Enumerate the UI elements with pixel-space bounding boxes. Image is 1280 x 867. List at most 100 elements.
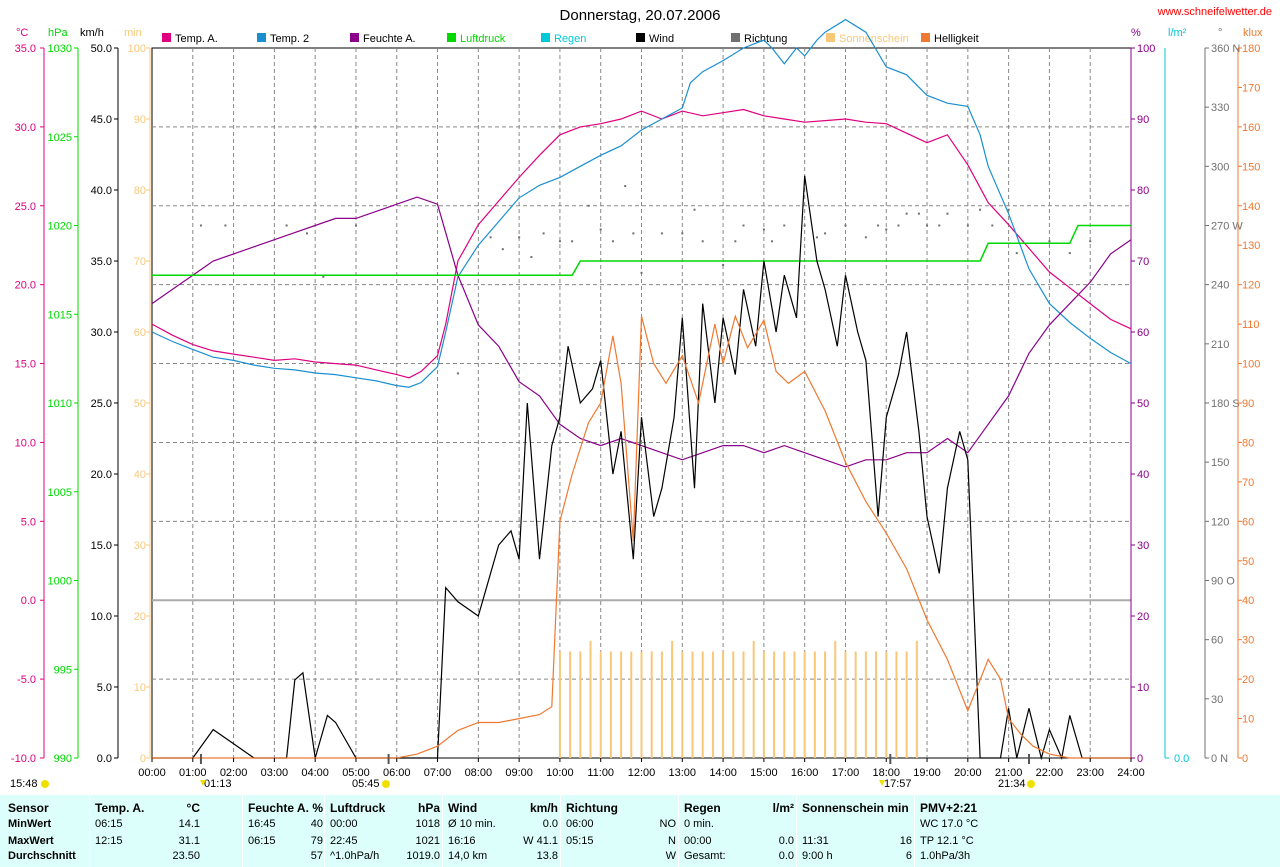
direction-dot bbox=[926, 224, 929, 227]
direction-dot bbox=[864, 236, 867, 239]
column-separator bbox=[914, 795, 915, 867]
source-url: www.schneifelwetter.de bbox=[1157, 6, 1272, 18]
legend-label: Feuchte A. bbox=[363, 33, 416, 45]
legend-swatch bbox=[636, 33, 645, 42]
stat-cell-label: 06:00 bbox=[566, 818, 594, 830]
stat-cell-label: 16:16 bbox=[448, 835, 476, 847]
column-separator bbox=[442, 795, 443, 867]
x-tick-label: 06:00 bbox=[383, 767, 411, 779]
stat-column-title: Feuchte A. bbox=[248, 801, 309, 815]
x-tick-label: 08:00 bbox=[465, 767, 493, 779]
direction-dot bbox=[587, 204, 590, 207]
direction-dot bbox=[530, 256, 533, 259]
direction-dot bbox=[640, 271, 643, 274]
x-axis: 00:00 01:00 02:00 03:00 04:00 05:00 06:00 07:00… bbox=[138, 754, 1145, 779]
x-tick-label: 15:00 bbox=[750, 767, 778, 779]
stat-cell-label: Gesamt: bbox=[684, 850, 726, 862]
series-line-1 bbox=[151, 18, 1132, 388]
x-tick-label: 12:00 bbox=[628, 767, 656, 779]
stat-column-title: Temp. A. bbox=[95, 801, 145, 815]
humidity-tick-label: 80 bbox=[1137, 185, 1149, 197]
statistics-panel: Sensor MinWert MaxWert Durchschnitt Temp… bbox=[0, 795, 1280, 867]
direction-dot bbox=[966, 224, 969, 227]
pressure-tick-label: 1025 bbox=[48, 132, 72, 144]
direction-tick-label: 30 bbox=[1211, 694, 1223, 706]
dawn-arrow-icon bbox=[200, 780, 206, 786]
left-sun-icon bbox=[41, 780, 49, 788]
light-tick-label: 30 bbox=[1242, 635, 1254, 647]
unit-labels: °C hPa km/h min % l/m² ° klux bbox=[16, 27, 1263, 39]
direction-tick-label: 150 bbox=[1211, 457, 1229, 469]
sun-tick-label: 80 bbox=[134, 185, 146, 197]
stat-cell-value: NO bbox=[659, 818, 677, 830]
rain-unit: l/m² bbox=[1168, 27, 1187, 39]
direction-dot bbox=[1089, 240, 1092, 243]
x-tick-label: 21:00 bbox=[995, 767, 1023, 779]
stat-cell-value: 1018 bbox=[415, 818, 440, 830]
stat-cell-value: 79 bbox=[310, 835, 323, 847]
direction-dot bbox=[199, 224, 202, 227]
pressure-tick-label: 1010 bbox=[48, 398, 72, 410]
pressure-tick-label: 1030 bbox=[48, 43, 72, 55]
stat-column-title: PMV+2:21 bbox=[920, 801, 978, 815]
column-separator bbox=[796, 795, 797, 867]
legend: Temp. A. Temp. 2 Feuchte A. Luftdruck Regen W… bbox=[162, 33, 979, 45]
stat-cell-value: W 41.1 bbox=[523, 835, 558, 847]
axes: 35.0 30.0 25.0 20.0 15.0 10.0 5.0 0.0 -5.0 -10.0 1… bbox=[11, 43, 1260, 765]
x-tick-label: 13:00 bbox=[669, 767, 697, 779]
x-tick-label: 02:00 bbox=[220, 767, 248, 779]
temp-unit: °C bbox=[16, 27, 28, 39]
direction-dot bbox=[844, 224, 847, 227]
humidity-tick-label: 10 bbox=[1137, 682, 1149, 694]
direction-tick-label: 240 bbox=[1211, 280, 1229, 292]
stat-column-title: Wind bbox=[448, 801, 478, 815]
direction-unit: ° bbox=[1218, 27, 1222, 39]
direction-tick-label: 210 bbox=[1211, 339, 1229, 351]
stat-column-unit: l/m² bbox=[772, 801, 794, 815]
stat-column: Regen l/m² 0 min. 00:00 0.0 Gesamt: 0.0 bbox=[684, 795, 794, 867]
direction-dot bbox=[1007, 208, 1010, 211]
wind-tick-label: 5.0 bbox=[97, 682, 112, 694]
stat-cell-label: 9:00 h bbox=[802, 850, 833, 862]
legend-swatch bbox=[350, 33, 359, 42]
stat-cell-value: 0.0 bbox=[542, 818, 558, 830]
light-tick-label: 0 bbox=[1242, 753, 1248, 765]
light-tick-label: 40 bbox=[1242, 595, 1254, 607]
pressure-tick-label: 1015 bbox=[48, 309, 72, 321]
temp-tick-label: 15.0 bbox=[15, 359, 36, 371]
light-tick-label: 100 bbox=[1242, 359, 1260, 371]
stat-cell-value: 14.1 bbox=[178, 818, 200, 830]
direction-dot bbox=[734, 240, 737, 243]
direction-tick-label: 120 bbox=[1211, 516, 1229, 528]
temp-tick-label: 30.0 bbox=[15, 122, 36, 134]
direction-dot bbox=[762, 228, 765, 231]
x-tick-label: 18:00 bbox=[872, 767, 900, 779]
stat-column-unit: % bbox=[312, 801, 323, 815]
light-tick-label: 110 bbox=[1242, 319, 1260, 331]
sun-tick-label: 90 bbox=[134, 114, 146, 126]
stat-cell-label: 11:31 bbox=[802, 835, 829, 847]
pressure-unit: hPa bbox=[48, 27, 68, 39]
direction-dot bbox=[624, 185, 627, 188]
humidity-tick-label: 0 bbox=[1137, 753, 1143, 765]
direction-tick-label: 0 N bbox=[1211, 753, 1228, 765]
direction-dot bbox=[571, 240, 574, 243]
pressure-tick-label: 1005 bbox=[48, 487, 72, 499]
sunset-arrow-icon bbox=[879, 780, 885, 786]
pressure-tick-label: 995 bbox=[54, 664, 72, 676]
sunrise-sun-icon bbox=[382, 780, 390, 788]
x-tick-label: 19:00 bbox=[913, 767, 941, 779]
direction-dot bbox=[1048, 240, 1051, 243]
x-tick-label: 23:00 bbox=[1076, 767, 1104, 779]
light-tick-label: 170 bbox=[1242, 82, 1260, 94]
stat-column: Feuchte A.% 16:45 40 06:15 79 57 bbox=[248, 795, 323, 867]
direction-tick-label: 270 W bbox=[1211, 221, 1243, 233]
direction-dot bbox=[803, 224, 806, 227]
temp-tick-label: 35.0 bbox=[15, 43, 36, 55]
direction-dot bbox=[824, 232, 827, 235]
direction-dot bbox=[722, 263, 725, 266]
stat-cell-label: WC 17.0 °C bbox=[920, 818, 979, 830]
grid bbox=[152, 48, 1131, 758]
legend-swatch bbox=[257, 33, 266, 42]
direction-dot bbox=[905, 212, 908, 215]
